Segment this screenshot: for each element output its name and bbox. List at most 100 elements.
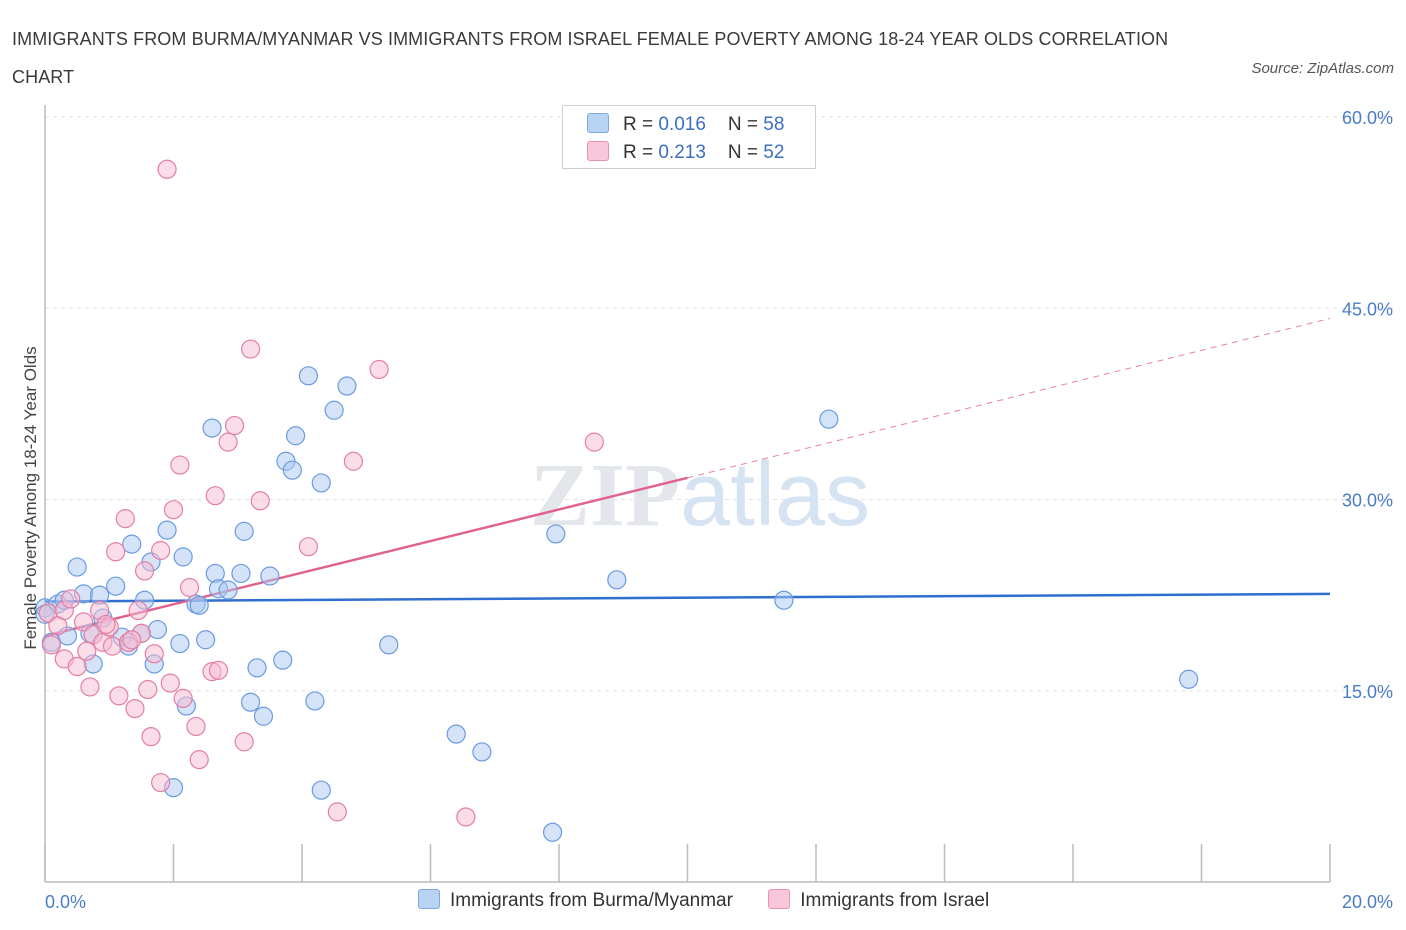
trend-line-0 [44, 592, 1331, 603]
data-point [456, 807, 476, 827]
data-point [134, 561, 155, 581]
data-point [285, 426, 306, 446]
legend-row-burma: R = 0.016 N = 58 [587, 113, 784, 137]
watermark-atlas: atlas [680, 445, 870, 545]
data-point [106, 576, 126, 596]
data-point [67, 557, 87, 577]
series-label-israel: Immigrants from Israel [800, 890, 990, 911]
data-point [125, 698, 145, 719]
data-point [106, 542, 126, 562]
data-point [379, 635, 399, 655]
data-point [472, 742, 492, 762]
legend-r-label: R = [623, 142, 659, 163]
data-point [186, 716, 206, 737]
legend-swatch-burma [587, 113, 609, 133]
data-point [170, 455, 190, 475]
data-point [218, 580, 238, 600]
legend-n-value: 58 [763, 114, 785, 135]
trend-lines [44, 317, 1331, 638]
data-point [96, 614, 116, 635]
series-swatch-burma [418, 889, 440, 909]
data-point [80, 677, 100, 697]
legend-r-label: R = [623, 114, 659, 135]
data-point [231, 563, 251, 584]
data-point [115, 509, 135, 529]
data-point [247, 658, 267, 678]
source-label: Source: ZipAtlas.com [1251, 60, 1394, 77]
data-point [170, 633, 190, 654]
data-point [1179, 669, 1199, 689]
data-point [337, 376, 357, 396]
legend: R = 0.016 N = 58 R = 0.213 N = 52 [562, 105, 816, 169]
legend-r-value: 0.213 [658, 142, 706, 163]
data-point [234, 732, 254, 752]
series-label-burma: Immigrants from Burma/Myanmar [450, 890, 733, 911]
data-point [138, 679, 158, 700]
y-axis-label: Female Poverty Among 18-24 Year Olds [21, 346, 40, 649]
data-point [298, 366, 319, 386]
data-point [607, 570, 627, 590]
data-point [343, 451, 363, 471]
tick-labels: 15.0% 30.0% 45.0% 60.0% 0.0% 20.0% [45, 108, 1393, 912]
data-point [234, 521, 254, 541]
data-point [157, 520, 177, 540]
data-point [369, 359, 389, 380]
data-point [311, 473, 331, 493]
data-point [202, 418, 222, 438]
data-point [157, 159, 177, 179]
legend-row-israel: R = 0.213 N = 52 [587, 141, 784, 165]
chart-title: IMMIGRANTS FROM BURMA/MYANMAR VS IMMIGRA… [12, 29, 1169, 87]
gridlines [45, 116, 1395, 692]
data-point [173, 547, 193, 567]
data-point [73, 612, 94, 632]
series-points-1 [38, 159, 604, 827]
legend-r-value: 0.016 [658, 114, 706, 135]
y-tick-label: 60.0% [1342, 108, 1393, 128]
data-point [61, 589, 81, 609]
data-point [241, 692, 261, 712]
data-point [122, 534, 142, 554]
data-point [122, 630, 142, 650]
series-legend-burma: Immigrants from Burma/Myanmar [418, 889, 733, 912]
x-tick-label: 0.0% [45, 892, 86, 912]
data-point [241, 339, 261, 359]
data-point [128, 600, 148, 621]
data-point [324, 400, 344, 420]
data-point [253, 706, 274, 726]
y-tick-label: 30.0% [1342, 491, 1393, 511]
data-point [196, 630, 216, 650]
data-point [774, 590, 794, 610]
data-point [102, 636, 123, 656]
data-point [189, 595, 209, 615]
data-point [67, 656, 87, 677]
data-point [163, 500, 184, 520]
data-point [218, 432, 238, 452]
data-point [208, 660, 229, 680]
data-point [546, 524, 566, 544]
data-point [189, 749, 209, 770]
data-point [305, 691, 325, 711]
data-point [173, 688, 193, 709]
data-point [446, 724, 466, 744]
data-point [160, 673, 180, 693]
data-points [35, 159, 1199, 842]
data-point [273, 650, 293, 670]
data-point [179, 577, 200, 598]
data-point [298, 537, 319, 557]
trend-line-extension [687, 317, 1331, 479]
data-point [311, 780, 331, 800]
series-swatch-israel [768, 889, 791, 909]
data-point [327, 802, 347, 822]
y-tick-label: 15.0% [1342, 682, 1393, 702]
trend-line-1 [44, 476, 688, 638]
data-point [250, 491, 270, 511]
series-legend: Immigrants from Burma/Myanmar Immigrants… [418, 889, 1019, 912]
data-point [584, 432, 604, 452]
data-point [77, 641, 97, 661]
data-point [109, 686, 129, 706]
series-points-0 [35, 366, 1199, 842]
data-point [260, 566, 280, 586]
data-point [151, 772, 171, 793]
data-point [41, 635, 62, 655]
data-point [224, 415, 245, 436]
